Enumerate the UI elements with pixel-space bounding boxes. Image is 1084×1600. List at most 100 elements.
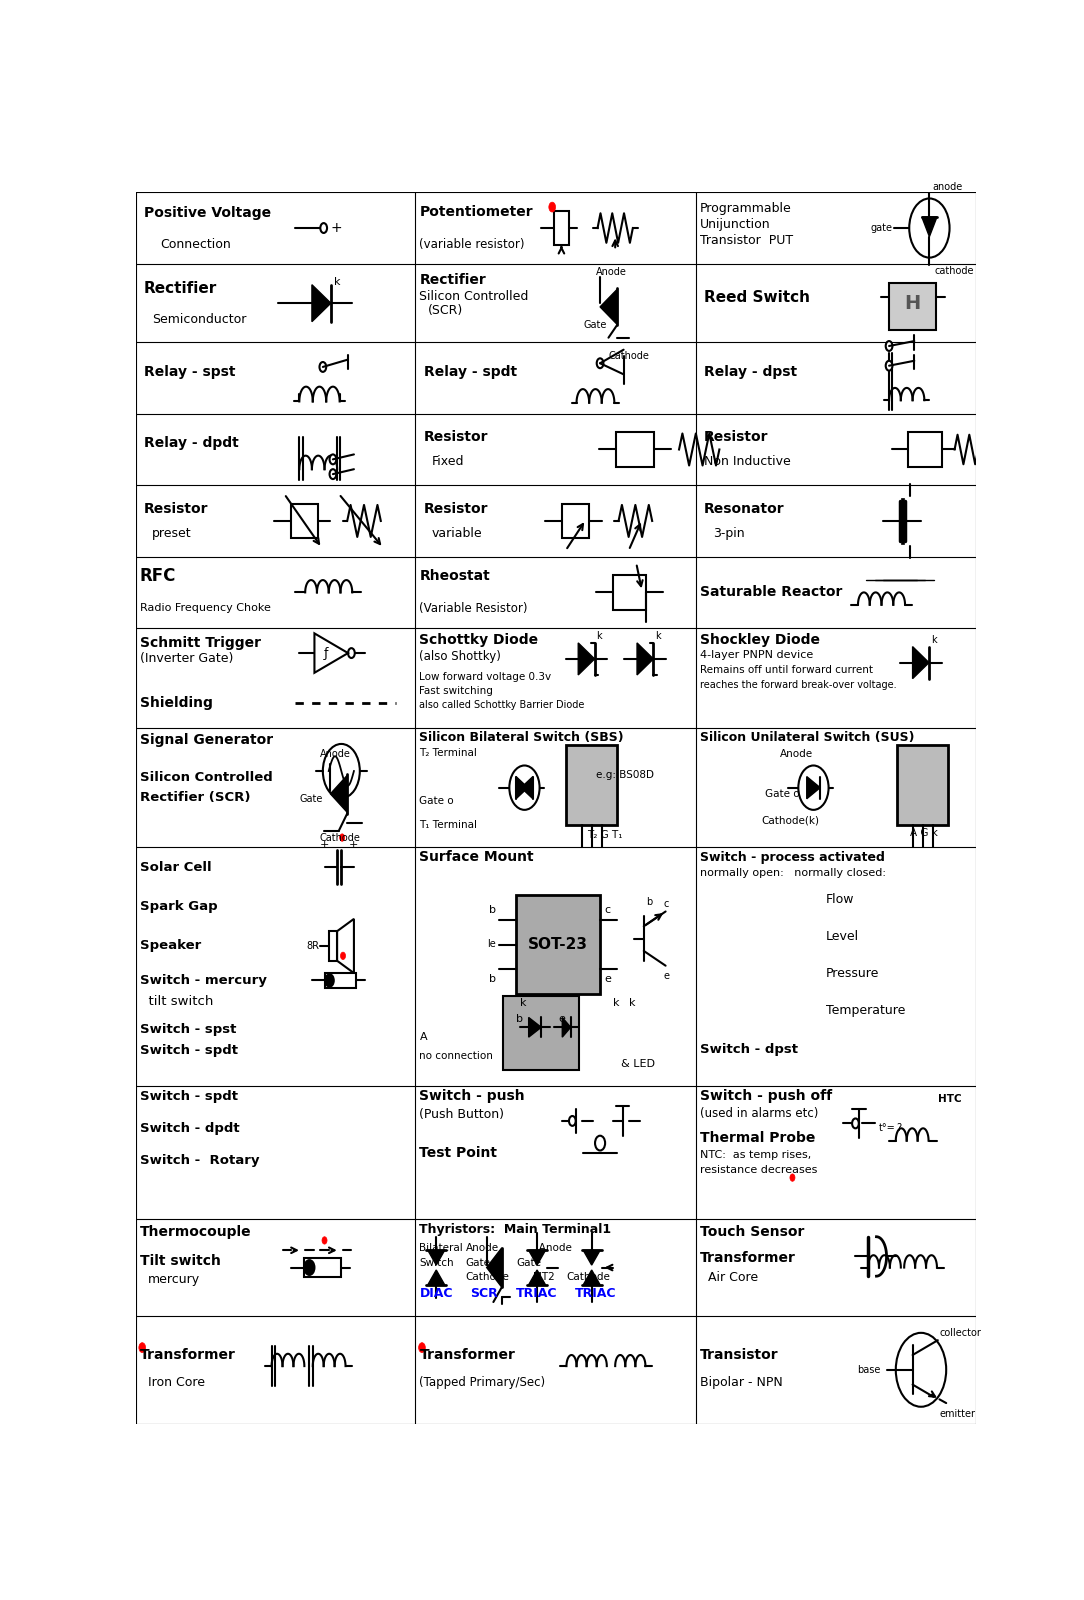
Text: b: b xyxy=(516,1014,524,1024)
Polygon shape xyxy=(312,285,331,322)
Bar xyxy=(616,432,654,467)
Polygon shape xyxy=(521,776,533,798)
Polygon shape xyxy=(337,918,353,973)
Text: (Tapped Primary/Sec): (Tapped Primary/Sec) xyxy=(420,1376,545,1389)
Text: Temperature: Temperature xyxy=(826,1003,905,1016)
Text: Rectifier: Rectifier xyxy=(144,282,217,296)
Circle shape xyxy=(852,1118,859,1128)
Bar xyxy=(304,1258,341,1277)
Text: preset: preset xyxy=(152,526,192,539)
Polygon shape xyxy=(529,1250,545,1266)
Text: 8R: 8R xyxy=(307,941,320,950)
Text: Gate o: Gate o xyxy=(764,789,799,800)
Text: e: e xyxy=(558,1014,565,1024)
Text: Cathode: Cathode xyxy=(567,1272,610,1282)
Text: Air Core: Air Core xyxy=(709,1270,759,1283)
Text: Relay - spst: Relay - spst xyxy=(144,365,235,379)
Text: Gate: Gate xyxy=(466,1258,491,1267)
Text: e: e xyxy=(663,971,669,981)
Text: Switch - spdt: Switch - spdt xyxy=(140,1045,237,1058)
Bar xyxy=(567,744,617,824)
Text: Transformer: Transformer xyxy=(700,1251,796,1264)
Text: Thermal Probe: Thermal Probe xyxy=(700,1131,815,1146)
Text: +: + xyxy=(331,221,343,235)
Circle shape xyxy=(321,222,327,234)
Text: no connection: no connection xyxy=(420,1051,493,1061)
Text: Anode: Anode xyxy=(320,749,350,760)
Text: e: e xyxy=(604,974,611,984)
Text: Switch: Switch xyxy=(420,1258,454,1267)
Text: Anode: Anode xyxy=(779,749,813,758)
Text: k: k xyxy=(334,277,340,288)
Circle shape xyxy=(320,362,326,371)
Text: RFC: RFC xyxy=(140,568,176,586)
Text: A: A xyxy=(420,1032,427,1042)
Text: collector: collector xyxy=(940,1328,981,1338)
Text: Pressure: Pressure xyxy=(826,966,879,979)
Circle shape xyxy=(330,454,336,464)
Circle shape xyxy=(509,765,540,810)
Text: Silicon Controlled: Silicon Controlled xyxy=(420,290,529,302)
Bar xyxy=(516,896,601,994)
Text: mercury: mercury xyxy=(149,1274,201,1286)
Polygon shape xyxy=(529,1270,545,1285)
Bar xyxy=(901,498,904,544)
Text: MT2: MT2 xyxy=(533,1272,555,1282)
Text: Shielding: Shielding xyxy=(140,696,212,710)
Polygon shape xyxy=(578,643,595,675)
Text: also called Schottky Barrier Diode: also called Schottky Barrier Diode xyxy=(420,699,585,709)
Text: TRIAC: TRIAC xyxy=(516,1286,557,1299)
Circle shape xyxy=(790,1174,795,1181)
Text: Low forward voltage 0.3v: Low forward voltage 0.3v xyxy=(420,672,552,683)
Text: k: k xyxy=(630,998,636,1008)
Text: Switch - push: Switch - push xyxy=(420,1090,525,1104)
Text: Non Inductive: Non Inductive xyxy=(705,456,791,469)
Circle shape xyxy=(323,744,360,798)
Text: H: H xyxy=(904,294,920,312)
Text: Relay - spdt: Relay - spdt xyxy=(424,365,517,379)
Circle shape xyxy=(330,469,336,478)
Text: k: k xyxy=(931,635,937,645)
Text: k: k xyxy=(596,630,602,640)
Text: Semiconductor: Semiconductor xyxy=(152,312,247,326)
Text: Positive Voltage: Positive Voltage xyxy=(144,206,271,221)
Text: Cathode: Cathode xyxy=(466,1272,509,1282)
Text: Silicon Unilateral Switch (SUS): Silicon Unilateral Switch (SUS) xyxy=(700,731,915,744)
Circle shape xyxy=(596,358,604,368)
Bar xyxy=(503,997,579,1070)
Polygon shape xyxy=(428,1270,444,1285)
Text: Gate: Gate xyxy=(299,794,323,803)
Text: Spark Gap: Spark Gap xyxy=(140,901,217,914)
Text: Anode: Anode xyxy=(466,1243,499,1253)
Text: Silicon Controlled: Silicon Controlled xyxy=(140,771,272,784)
Circle shape xyxy=(895,1333,946,1406)
Text: Silicon Bilateral Switch (SBS): Silicon Bilateral Switch (SBS) xyxy=(420,731,624,744)
Text: k: k xyxy=(612,998,619,1008)
Text: cathode: cathode xyxy=(934,266,973,277)
Text: (Push Button): (Push Button) xyxy=(420,1109,504,1122)
Text: SOT-23: SOT-23 xyxy=(528,938,589,952)
Text: reaches the forward break-over voltage.: reaches the forward break-over voltage. xyxy=(700,680,896,690)
Text: gate: gate xyxy=(870,222,892,234)
Text: Cathode: Cathode xyxy=(608,350,649,362)
Text: Switch - dpdt: Switch - dpdt xyxy=(140,1122,240,1134)
Polygon shape xyxy=(428,1250,444,1266)
Text: Schmitt Trigger: Schmitt Trigger xyxy=(140,635,260,650)
Polygon shape xyxy=(921,218,937,237)
Text: (Inverter Gate): (Inverter Gate) xyxy=(140,653,233,666)
Bar xyxy=(908,432,942,467)
Text: Relay - dpdt: Relay - dpdt xyxy=(144,437,238,450)
Text: Bipolar - NPN: Bipolar - NPN xyxy=(700,1376,783,1389)
Text: T₁ Terminal: T₁ Terminal xyxy=(420,821,477,830)
Text: Level: Level xyxy=(826,930,860,942)
Text: Touch Sensor: Touch Sensor xyxy=(700,1226,804,1238)
Text: Connection: Connection xyxy=(160,237,232,251)
Polygon shape xyxy=(314,634,348,672)
Bar xyxy=(612,574,646,610)
Text: T₂ Terminal: T₂ Terminal xyxy=(420,747,477,757)
Text: Transformer: Transformer xyxy=(420,1349,515,1362)
Text: TRIAC: TRIAC xyxy=(575,1286,617,1299)
Text: emitter: emitter xyxy=(940,1410,976,1419)
Text: Fast switching: Fast switching xyxy=(420,686,493,696)
Bar xyxy=(898,744,947,824)
